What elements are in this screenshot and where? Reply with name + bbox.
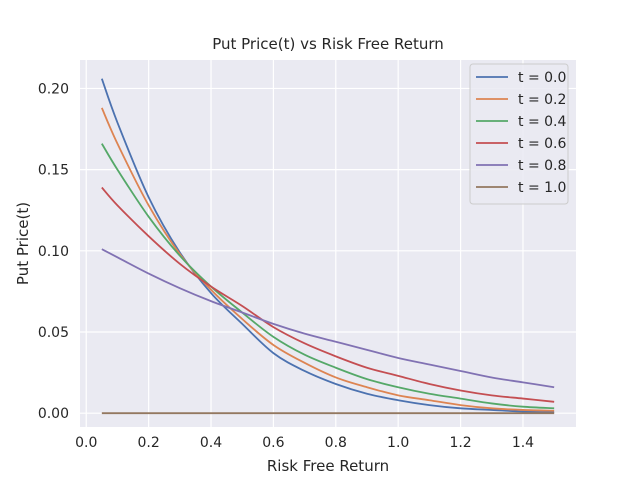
x-tick-label: 1.4 bbox=[512, 435, 534, 451]
series-lines bbox=[100, 78, 555, 415]
series-line bbox=[101, 186, 555, 403]
legend: t = 0.0 t = 0.2 t = 0.4 t = 0.6 t = 0.8 t = 1… bbox=[469, 63, 569, 205]
series-line bbox=[101, 248, 555, 389]
legend-label: t = 0.8 bbox=[518, 158, 566, 174]
x-axis-label: Risk Free Return bbox=[267, 457, 389, 475]
x-tick-label: 0.6 bbox=[262, 435, 284, 451]
legend-label: t = 0.6 bbox=[518, 136, 566, 152]
x-tick-label: 1.0 bbox=[387, 435, 409, 451]
legend-label: t = 0.2 bbox=[518, 92, 566, 108]
x-tick-label: 0.4 bbox=[200, 435, 222, 451]
x-tick-label: 0.2 bbox=[137, 435, 159, 451]
y-tick-label: 0.05 bbox=[38, 325, 69, 341]
x-tick-label: 1.2 bbox=[449, 435, 471, 451]
series-line bbox=[100, 78, 555, 414]
y-tick-label: 0.20 bbox=[38, 81, 69, 97]
y-tick-label: 0.00 bbox=[38, 406, 69, 422]
chart-title: Put Price(t) vs Risk Free Return bbox=[212, 35, 444, 53]
legend-label: t = 0.4 bbox=[518, 114, 566, 130]
series-line bbox=[101, 107, 555, 412]
y-tick-labels: 0.00 0.05 0.10 0.15 0.20 bbox=[38, 81, 69, 422]
y-axis-label: Put Price(t) bbox=[14, 202, 32, 285]
y-tick-label: 0.10 bbox=[38, 244, 69, 260]
legend-label: t = 1.0 bbox=[518, 180, 566, 196]
legend-label: t = 0.0 bbox=[518, 70, 566, 86]
series-line bbox=[101, 143, 555, 410]
x-tick-label: 0.0 bbox=[75, 435, 97, 451]
y-tick-label: 0.15 bbox=[38, 163, 69, 179]
x-tick-label: 0.8 bbox=[325, 435, 347, 451]
x-tick-labels: 0.0 0.2 0.4 0.6 0.8 1.0 1.2 1.4 bbox=[75, 435, 534, 451]
